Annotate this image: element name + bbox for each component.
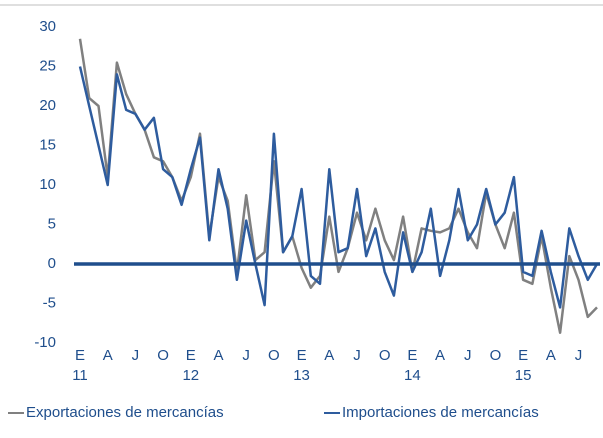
legend-label: Exportaciones de mercancías [26, 404, 224, 421]
x-tick-label: J [353, 347, 361, 364]
x-year-label: 15 [515, 367, 532, 384]
x-tick-label: A [546, 347, 556, 364]
series-line [78, 38, 598, 334]
x-tick-label: O [268, 347, 280, 364]
x-tick-label: A [435, 347, 445, 364]
x-tick-label: J [132, 347, 140, 364]
y-tick-label: -10 [34, 334, 56, 351]
x-year-label: 14 [404, 367, 421, 384]
x-tick-label: A [103, 347, 113, 364]
y-tick-label: 0 [48, 255, 56, 272]
x-year-label: 11 [72, 367, 88, 384]
series-line [78, 66, 599, 309]
x-tick-label: J [464, 347, 472, 364]
y-tick-label: 20 [39, 97, 56, 114]
x-tick-label: E [407, 347, 417, 364]
y-tick-label: 5 [48, 215, 56, 232]
y-tick-label: 25 [39, 57, 56, 74]
x-year-label: 12 [182, 367, 199, 384]
x-tick-label: E [75, 347, 85, 364]
x-tick-label: O [157, 347, 169, 364]
legend-label: Importaciones de mercancías [342, 404, 539, 421]
x-tick-label: O [490, 347, 502, 364]
x-tick-label: J [575, 347, 583, 364]
x-year-label: 13 [293, 367, 310, 384]
y-tick-label: 15 [39, 136, 56, 153]
y-tick-label: -5 [43, 294, 56, 311]
x-tick-label: A [213, 347, 223, 364]
x-tick-label: E [297, 347, 307, 364]
x-tick-label: E [186, 347, 196, 364]
y-tick-label: 10 [39, 176, 56, 193]
x-tick-label: O [379, 347, 391, 364]
x-tick-label: J [242, 347, 250, 364]
x-tick-label: E [518, 347, 528, 364]
y-tick-label: 30 [39, 18, 56, 35]
x-tick-label: A [324, 347, 334, 364]
